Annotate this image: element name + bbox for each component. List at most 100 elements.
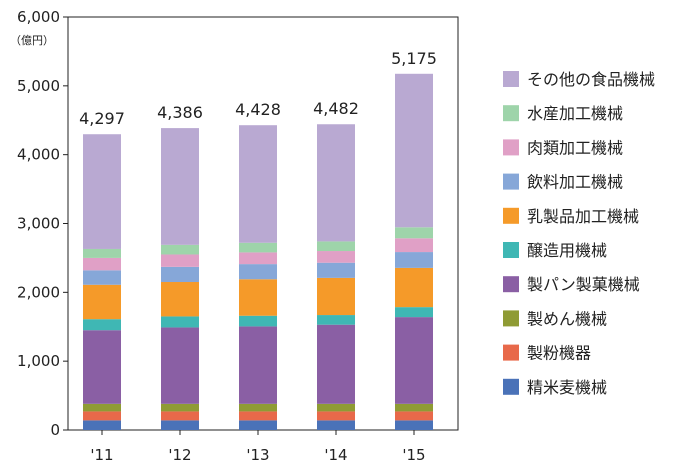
y-tick-label: 6,000 [17,8,60,26]
bar-segment [317,251,355,263]
total-label: 4,428 [235,100,281,119]
bar-segment [161,411,199,421]
x-tick-label: '11 [90,446,113,464]
bar-segment [239,252,277,265]
total-labels: 4,297 4,386 4,428 4,482 5,175 [79,49,437,128]
bar-segment [317,315,355,325]
bar-segment [317,241,355,252]
bar-stack [161,128,199,430]
bar-segment [395,317,433,404]
bar-segment [395,411,433,421]
bar-segment [317,411,355,421]
legend-label: 製めん機械 [527,309,607,328]
legend-item: 乳製品加工機械 [503,207,639,226]
legend-item: 製粉機器 [503,344,591,363]
y-tick-label: 3,000 [17,215,60,233]
bar-segment [395,267,433,308]
bar-segment [239,403,277,412]
bar-segment [317,124,355,242]
bar-segment [239,315,277,327]
x-tick-label: '14 [324,446,347,464]
legend-swatch [503,207,519,224]
legend-swatch [503,71,519,87]
x-tick-label: '12 [168,446,191,464]
bar-segment [317,262,355,278]
bar-segment [83,319,121,331]
legend-label: 醸造用機械 [527,241,607,260]
bar-segment [317,420,355,430]
y-tick-label: 1,000 [17,352,60,370]
bar-segment [317,277,355,316]
bar-segment [83,257,121,271]
legend-swatch [503,378,519,395]
legend-item: 醸造用機械 [503,241,607,260]
x-axis-ticks: '11 '12 '13 '14 '15 [90,430,426,464]
bar-segment [239,242,277,253]
bar-segment [395,403,433,412]
total-label: 4,482 [313,99,359,118]
bar-segment [83,420,121,430]
legend-label: 肉類加工機械 [527,138,623,157]
bar-segment [161,420,199,430]
legend-item: 飲料加工機械 [503,173,623,192]
bar-segment [239,411,277,421]
legend-swatch [503,105,519,122]
bar-segment [83,411,121,421]
bar-segment [161,254,199,267]
legend-item: 製めん機械 [503,309,607,328]
legend: その他の食品機械水産加工機械肉類加工機械飲料加工機械乳製品加工機械醸造用機械製パ… [503,70,655,397]
bar-segment [317,324,355,404]
y-tick-label: 2,000 [17,283,60,301]
bar-stack [83,134,121,430]
bar-segment [161,327,199,404]
bar-segment [161,282,199,317]
bar-segment [161,266,199,283]
bar-stack [317,124,355,430]
bar-segment [317,403,355,412]
bar-segment [239,125,277,243]
bar-stack [395,73,433,430]
bar-stacks [83,73,433,430]
bar-segment [239,264,277,280]
legend-label: 製パン製菓機械 [527,275,640,294]
bar-segment [395,73,433,228]
total-label: 4,297 [79,109,125,128]
y-tick-label: 4,000 [17,146,60,164]
legend-swatch [503,139,519,156]
legend-label: 乳製品加工機械 [527,207,639,226]
bar-segment [83,330,121,404]
bar-segment [83,134,121,249]
bar-segment [239,420,277,430]
legend-item: 水産加工機械 [503,104,623,123]
bar-segment [161,128,199,245]
legend-swatch [503,242,519,258]
bar-segment [395,227,433,239]
legend-swatch [503,173,519,190]
legend-swatch [503,276,519,293]
legend-label: 水産加工機械 [527,104,623,123]
legend-item: 精米麦機械 [503,378,607,397]
legend-label: その他の食品機械 [527,70,655,89]
legend-item: 製パン製菓機械 [503,275,640,294]
total-label: 5,175 [391,49,437,68]
y-axis-unit-label: （億円） [10,34,54,47]
legend-swatch [503,344,519,361]
y-tick-label: 0 [50,421,60,439]
bar-segment [83,270,121,285]
x-tick-label: '13 [246,446,269,464]
bar-segment [239,279,277,316]
bar-segment [395,420,433,430]
legend-label: 精米麦機械 [527,378,607,397]
bar-segment [161,403,199,412]
bar-segment [83,403,121,412]
bar-segment [83,248,121,258]
bar-segment [239,326,277,404]
bar-segment [395,307,433,318]
legend-item: 肉類加工機械 [503,138,623,157]
bar-segment [395,238,433,253]
bar-stack [239,125,277,430]
legend-swatch [503,310,519,327]
x-tick-label: '15 [402,446,425,464]
legend-item: その他の食品機械 [503,70,655,89]
